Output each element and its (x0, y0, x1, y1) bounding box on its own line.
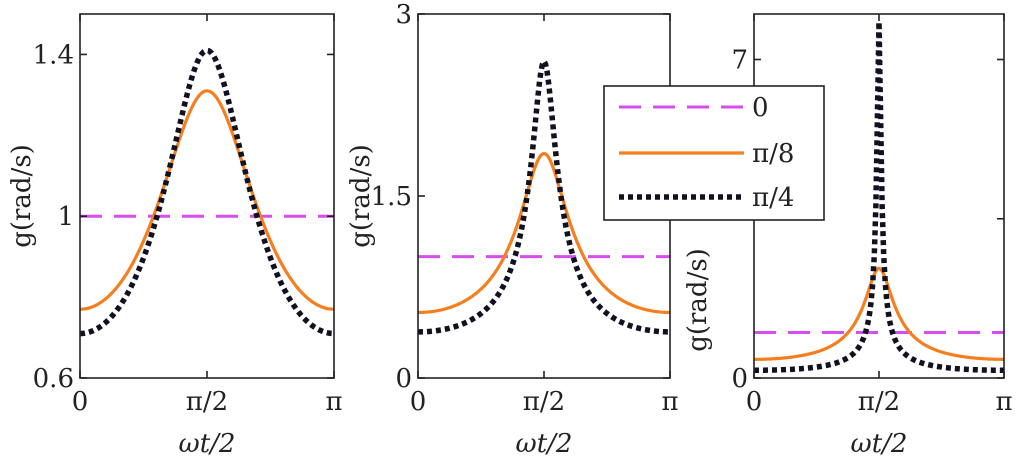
panel-left: 0 π/2 π 0.6 1 1.4 ωt/2 g(rad/s) (7, 13, 343, 459)
x-tick-label: π (661, 387, 678, 417)
x-axis-label: ωt/2 (851, 429, 908, 459)
x-axis-label: ωt/2 (516, 429, 573, 459)
x-tick-label: 0 (746, 387, 763, 417)
series-line-dotted (418, 55, 670, 335)
legend-label-pi8: π/8 (752, 139, 794, 169)
y-tick-label: 0 (731, 364, 748, 394)
y-tick-label: 0 (395, 364, 412, 394)
series-line-solid (418, 151, 670, 315)
y-tick-label: 0.6 (33, 364, 74, 394)
x-tick-label: π/2 (858, 387, 900, 417)
series-group (754, 21, 1004, 374)
series-group (80, 47, 334, 337)
series-line-solid (754, 266, 1004, 361)
y-tick-label: 1.4 (33, 40, 74, 70)
y-tick-label: 1 (57, 202, 74, 232)
y-tick-label: 1.5 (371, 182, 412, 212)
y-axis-label: g(rad/s) (7, 144, 37, 248)
x-tick-label: π (325, 387, 342, 417)
y-tick-label: 7 (731, 46, 748, 76)
x-tick-label: 0 (72, 387, 89, 417)
x-axis-label: ωt/2 (179, 429, 236, 459)
x-tick-label: 0 (410, 387, 427, 417)
y-axis-label: g(rad/s) (683, 248, 713, 352)
series-group (418, 55, 670, 335)
y-axis-label: g(rad/s) (346, 144, 376, 248)
x-tick-label: π/2 (523, 387, 565, 417)
axes-frame (79, 13, 335, 379)
legend-label-pi4: π/4 (752, 183, 794, 213)
series-line-dotted (80, 47, 334, 337)
x-tick-label: π (995, 387, 1012, 417)
panel-middle: 0 π/2 π 0 1.5 3 ωt/2 g(rad/s) (346, 0, 679, 459)
x-tick-label: π/2 (186, 387, 228, 417)
y-tick-label: 3 (395, 0, 412, 30)
legend: 0 π/8 π/4 (603, 85, 825, 221)
legend-label-0: 0 (752, 93, 769, 123)
series-line-solid (80, 89, 334, 311)
